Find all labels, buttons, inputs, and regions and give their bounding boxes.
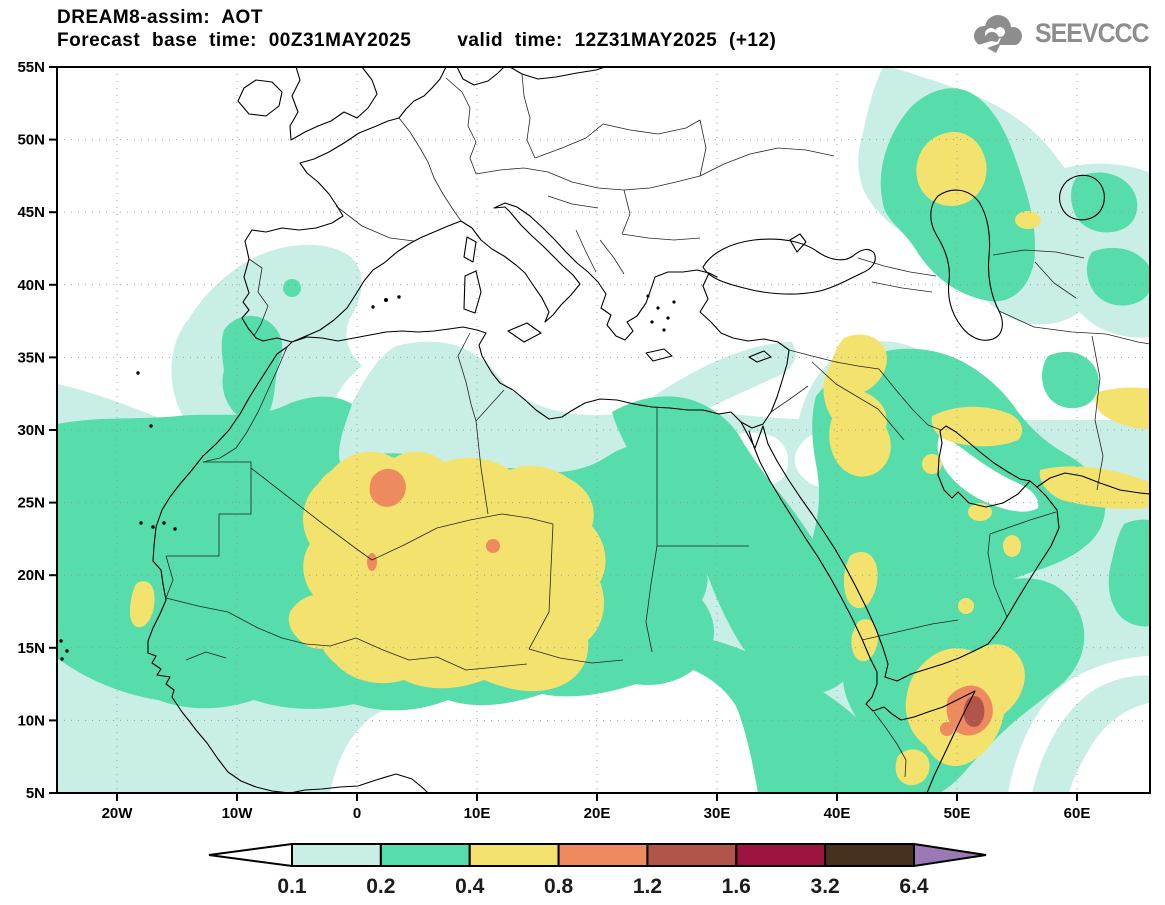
map-canvas: 55N 50N 45N 40N 35N 30N 25N 20N 15N 10N 5N 20W 10W 0… (0, 0, 1165, 905)
colorbar-segment (381, 844, 470, 866)
lon-tick-label: 30E (704, 805, 731, 822)
colorbar-segment (825, 844, 914, 866)
forecast-base-time: Forecast base time: 00Z31MAY2025 (57, 30, 411, 51)
colorbar-above-arrow (914, 844, 986, 866)
lon-tick-label: 0 (353, 805, 361, 822)
lat-tick-label: 10N (17, 712, 45, 729)
latitude-axis: 55N 50N 45N 40N 35N 30N 25N 20N 15N 10N 5N (17, 59, 57, 802)
lat-tick-label: 55N (17, 59, 45, 76)
lat-tick-label: 25N (17, 495, 45, 512)
colorbar-segment (647, 844, 736, 866)
colorbar-segment (559, 844, 648, 866)
lon-tick-label: 10E (464, 805, 491, 822)
lat-tick-label: 40N (17, 277, 45, 294)
colorbar-label: 6.4 (899, 875, 929, 898)
colorbar-segment (292, 844, 381, 866)
plot-titles: DREAM8-assim: AOT Forecast base time: 00… (57, 6, 776, 52)
lat-tick-label: 15N (17, 640, 45, 657)
colorbar-below-arrow (209, 844, 292, 866)
cloud-icon (967, 12, 1029, 54)
colorbar: 0.1 0.2 0.4 0.8 1.2 1.6 3.2 6.4 (209, 844, 986, 898)
lat-tick-label: 50N (17, 132, 45, 149)
logo-text: SEEVCCC (1035, 18, 1149, 49)
lon-tick-label: 20W (102, 805, 134, 822)
page-root: DREAM8-assim: AOT Forecast base time: 00… (0, 0, 1165, 905)
lon-tick-label: 50E (944, 805, 971, 822)
plot-subtitle: Forecast base time: 00Z31MAY2025 valid ti… (57, 29, 776, 52)
colorbar-label: 1.6 (722, 875, 751, 898)
lat-tick-label: 45N (17, 204, 45, 221)
colorbar-segment (736, 844, 825, 866)
lon-tick-label: 60E (1064, 805, 1091, 822)
longitude-axis: 20W 10W 0 10E 20E 30E 40E 50E 60E (102, 793, 1091, 822)
colorbar-label: 1.2 (633, 875, 662, 898)
valid-time: valid time: 12Z31MAY2025 (+12) (457, 30, 776, 51)
colorbar-label: 0.1 (277, 875, 307, 898)
lon-tick-label: 40E (824, 805, 851, 822)
lat-tick-label: 20N (17, 567, 45, 584)
lat-tick-label: 30N (17, 422, 45, 439)
colorbar-segment (470, 844, 559, 866)
seevccc-logo: SEEVCCC (967, 12, 1159, 54)
plot-title: DREAM8-assim: AOT (57, 6, 776, 29)
colorbar-label: 0.2 (366, 875, 395, 898)
colorbar-label: 0.4 (455, 875, 485, 898)
colorbar-label: 0.8 (544, 875, 574, 898)
colorbar-label: 3.2 (811, 875, 840, 898)
lon-tick-label: 10W (222, 805, 254, 822)
lat-tick-label: 5N (26, 785, 45, 802)
lat-tick-label: 35N (17, 349, 45, 366)
lon-tick-label: 20E (584, 805, 611, 822)
aot-level-1p2-regions (964, 696, 985, 727)
